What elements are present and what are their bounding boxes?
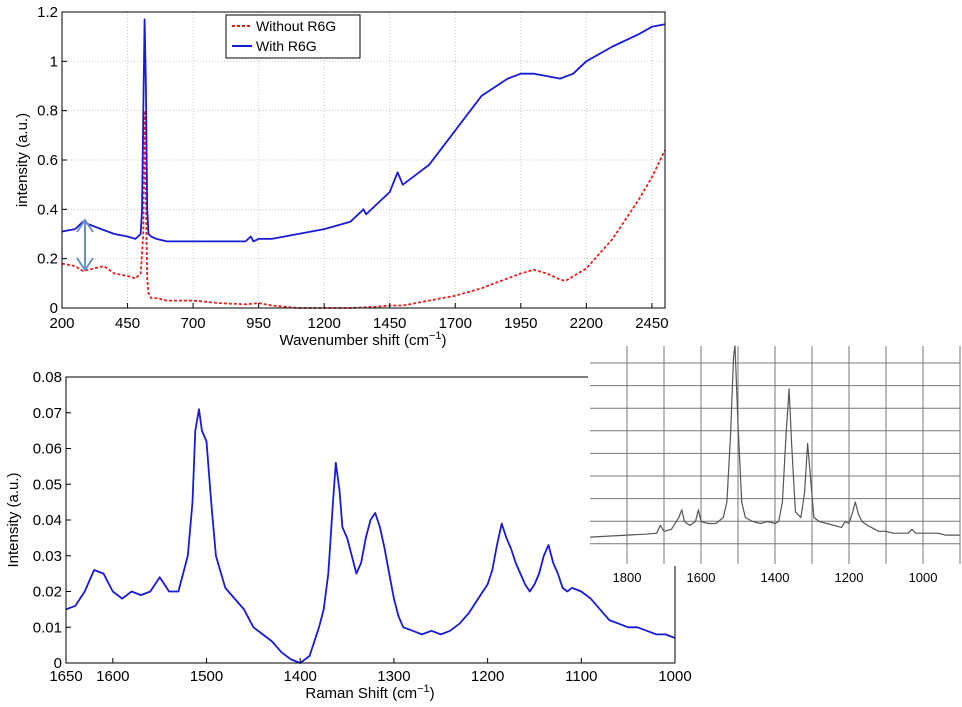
top-y-tick-label: 0.2: [37, 251, 58, 268]
top-y-axis-label: intensity (a.u.): [14, 113, 31, 207]
bottom-x-tick-label: 1500: [190, 668, 223, 685]
top-x-tick-label: 1200: [307, 315, 340, 332]
bottom-y-tick-label: 0.08: [33, 369, 62, 386]
inset-x-tick-label: 1400: [761, 570, 790, 585]
inset-x-ticks: 1800 1600 1400 1200 1000: [613, 570, 938, 585]
top-x-tick-label: 2450: [635, 315, 668, 332]
bottom-series-line: [65, 408, 676, 664]
top-x-tick-label: 700: [181, 315, 206, 332]
inset-x-tick-label: 1800: [613, 570, 642, 585]
top-x-axis-label: Wavenumber shift (cm−1): [279, 330, 446, 349]
top-y-ticks: 0 0.2 0.4 0.6 0.8 1 1.2: [37, 4, 67, 317]
bottom-x-tick-label: 1200: [471, 668, 504, 685]
bottom-x-axis-label: Raman Shift (cm−1): [305, 683, 434, 702]
inset-x-tick-label: 1600: [687, 570, 716, 585]
bottom-x-tick-label: 1300: [377, 668, 410, 685]
bottom-x-tick-label: 1000: [658, 668, 691, 685]
inset-chart: 1800 1600 1400 1200 1000: [588, 344, 961, 585]
top-y-tick-label: 0.4: [37, 201, 58, 218]
bottom-x-tick-label: 1100: [565, 668, 597, 685]
top-x-tick-label: 1950: [504, 315, 537, 332]
bottom-y-tick-label: 0.05: [33, 476, 62, 493]
top-y-tick-label: 1: [50, 53, 58, 70]
top-grid: [61, 11, 665, 309]
top-y-tick-label: 1.2: [37, 4, 58, 21]
top-x-tick-label: 1700: [439, 315, 472, 332]
inset-series: [589, 345, 960, 538]
bottom-y-tick-label: 0.02: [33, 584, 62, 601]
top-y-tick-label: 0.6: [37, 152, 58, 169]
bottom-x-tick-label: 1400: [284, 668, 317, 685]
inset-series-line: [589, 345, 960, 538]
top-x-tick-label: 200: [49, 315, 74, 332]
bottom-y-axis-label: Intensity (a.u.): [5, 472, 22, 567]
top-series-line-with-r6g: [61, 18, 666, 243]
bottom-x-tick-label: 1600: [96, 668, 129, 685]
bottom-y-tick-label: 0.04: [33, 512, 62, 529]
top-legend: Without R6G With R6G: [225, 14, 361, 59]
top-x-tick-label: 950: [246, 315, 271, 332]
bottom-y-tick-label: 0.07: [33, 405, 62, 422]
top-x-tick-label: 450: [115, 315, 140, 332]
top-x-ticks: 200 450 700 950 1200 1450 1700 1950 2200 2450: [49, 303, 669, 332]
top-x-tick-label: 2200: [570, 315, 603, 332]
top-y-tick-label: 0.8: [37, 103, 58, 120]
top-y-tick-label: 0: [50, 300, 58, 317]
legend-label-without: Without R6G: [256, 18, 336, 34]
bottom-series: [65, 408, 676, 664]
bottom-y-tick-label: 0.01: [33, 619, 62, 636]
bottom-y-tick-label: 0.03: [33, 548, 62, 565]
bottom-y-tick-label: 0: [54, 655, 62, 672]
inset-x-tick-label: 1200: [835, 570, 864, 585]
inset-x-tick-label: 1000: [909, 570, 938, 585]
bottom-x-tick-label: 1650: [49, 668, 82, 685]
top-x-tick-label: 1450: [373, 315, 406, 332]
top-chart: 200 450 700 950 1200 1450 1700 1950 2200 2450 0 0.…: [14, 4, 669, 349]
top-series: [61, 18, 666, 309]
bottom-y-ticks: 0 0.01 0.02 0.03 0.04 0.05 0.06 0.07 0.08: [33, 369, 71, 672]
double-arrow-annotation: [76, 218, 94, 272]
legend-box: [225, 14, 361, 59]
bottom-chart: 1650 1600 1500 1400 1300 1200 1100 1000 0 0.01 0.…: [5, 369, 692, 702]
inset-grid: [590, 346, 961, 564]
bottom-x-ticks: 1650 1600 1500 1400 1300 1200 1100 1000: [49, 658, 692, 685]
legend-label-with: With R6G: [256, 38, 317, 54]
bottom-y-tick-label: 0.06: [33, 441, 62, 458]
